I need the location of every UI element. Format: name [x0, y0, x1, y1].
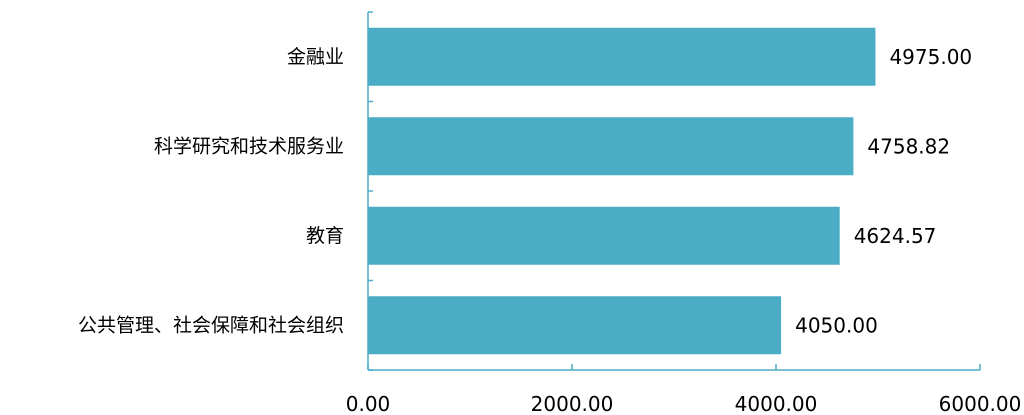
category-label: 教育 — [306, 225, 344, 247]
x-tick-labels: 0.00 2000.00 4000.00 6000.00 — [346, 392, 1022, 415]
x-tick-label: 4000.00 — [735, 392, 818, 415]
x-tick-label: 6000.00 — [939, 392, 1022, 415]
bar-4 — [368, 296, 782, 355]
x-tick-label: 0.00 — [346, 392, 391, 415]
bar-1 — [368, 27, 876, 86]
bar-2 — [368, 117, 854, 176]
value-label: 4624.57 — [854, 224, 937, 248]
value-label: 4050.00 — [795, 313, 878, 337]
value-label: 4975.00 — [889, 45, 972, 69]
bar-3 — [368, 206, 840, 265]
category-label: 科学研究和技术服务业 — [154, 135, 344, 157]
category-label: 公共管理、社会保障和社会组织 — [78, 314, 344, 336]
value-labels: 4975.00 4758.82 4624.57 4050.00 — [795, 45, 972, 338]
bars — [368, 27, 876, 355]
category-label: 金融业 — [287, 46, 344, 68]
x-tick-label: 2000.00 — [531, 392, 614, 415]
value-label: 4758.82 — [867, 134, 950, 158]
